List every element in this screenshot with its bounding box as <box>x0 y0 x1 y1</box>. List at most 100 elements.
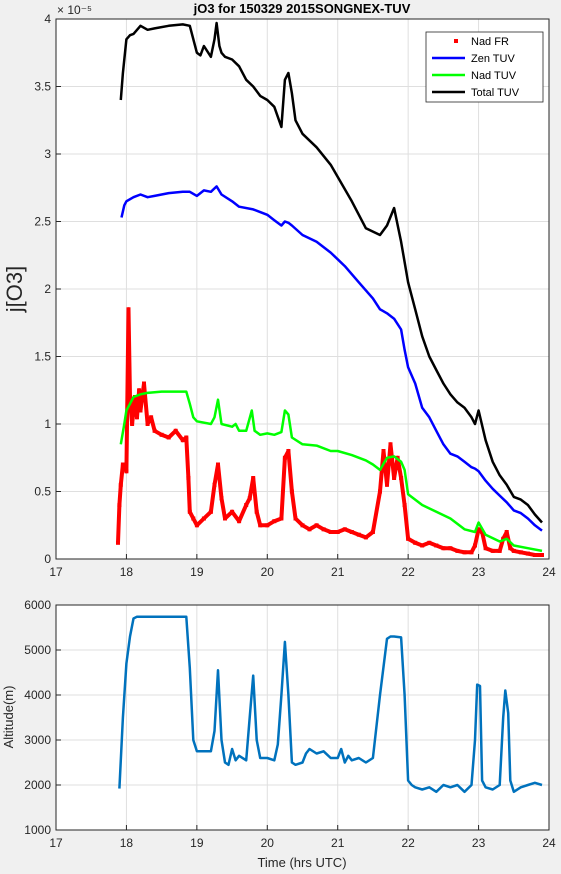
top-point-nad-fr-59 <box>385 482 389 487</box>
top-point-nad-fr-12 <box>138 408 143 413</box>
top-ytick-label-3: 3 <box>44 147 51 161</box>
top-point-nad-fr-80 <box>497 548 502 553</box>
top-point-nad-fr-43 <box>286 449 291 453</box>
top-point-nad-fr-63 <box>399 476 404 480</box>
top-point-nad-fr-7 <box>130 422 135 426</box>
top-point-nad-fr-17 <box>159 432 164 437</box>
top-point-nad-fr-34 <box>244 503 249 507</box>
top-point-nad-fr-6 <box>128 395 132 399</box>
top-point-nad-fr-14 <box>145 422 150 426</box>
top-point-nad-fr-54 <box>356 532 361 537</box>
top-point-nad-fr-15 <box>149 415 154 420</box>
top-point-nad-fr-2 <box>118 482 123 487</box>
bottom-plot-frame <box>55 604 550 831</box>
top-point-nad-fr-51 <box>335 530 340 534</box>
top-point-nad-fr-65 <box>406 536 411 541</box>
legend-item-nad-tuv: Nad TUV <box>432 70 517 82</box>
bot-ytick-label-2000: 2000 <box>24 778 51 792</box>
bottom-y-axis-label: Altitude(m) <box>1 686 16 749</box>
top-point-nad-fr-69 <box>434 543 439 548</box>
top-point-nad-fr-36 <box>251 476 256 480</box>
top-point-nad-fr-28 <box>212 482 217 487</box>
top-point-nad-fr-77 <box>480 530 485 534</box>
bottom-plot-area <box>56 605 549 830</box>
top-point-nad-fr-4 <box>124 469 129 474</box>
bot-ytick-label-3000: 3000 <box>24 733 51 747</box>
legend-box <box>425 31 544 103</box>
top-point-nad-fr-49 <box>321 527 326 532</box>
bottom-x-ticks: 17 18 19 20 21 22 23 24 <box>49 825 556 850</box>
top-point-nad-fr-23 <box>187 509 192 514</box>
bot-xtick-label-24: 24 <box>542 836 556 850</box>
top-point-nad-fr-39 <box>265 523 270 528</box>
top-point-nad-fr-20 <box>180 438 185 443</box>
top-xtick-label-23: 23 <box>472 565 486 579</box>
bot-xtick-label-23: 23 <box>472 836 486 850</box>
top-y-ticks: 0 0.5 1 1.5 2 2.5 3 3.5 4 <box>34 12 61 566</box>
top-point-nad-fr-71 <box>448 546 453 551</box>
top-ytick-label-1: 1 <box>44 417 51 431</box>
top-point-nad-fr-86 <box>525 551 530 556</box>
bot-xtick-label-21: 21 <box>331 836 345 850</box>
top-ytick-label-3-5: 3.5 <box>34 80 51 94</box>
top-point-nad-fr-85 <box>518 550 523 555</box>
top-point-nad-fr-61 <box>392 476 397 480</box>
top-y-axis-label: j[O3] <box>2 266 27 313</box>
top-series-line-zen-tuv <box>120 185 543 532</box>
top-point-nad-fr-5 <box>126 307 131 312</box>
top-xtick-label-21: 21 <box>331 565 345 579</box>
top-point-nad-fr-81 <box>501 536 506 541</box>
top-point-nad-fr-41 <box>279 516 284 521</box>
bot-xtick-label-19: 19 <box>190 836 204 850</box>
top-point-nad-fr-24 <box>191 516 196 521</box>
top-ytick-label-4: 4 <box>44 12 51 26</box>
top-point-nad-fr-16 <box>152 428 157 433</box>
top-point-nad-fr-73 <box>462 550 467 555</box>
top-series-line-total-tuv <box>119 21 543 524</box>
top-point-nad-fr-66 <box>413 540 418 545</box>
top-point-nad-fr-30 <box>219 496 224 501</box>
top-point-nad-fr-55 <box>363 535 368 540</box>
bot-ytick-label-4000: 4000 <box>24 688 51 702</box>
bot-ytick-label-5000: 5000 <box>24 643 51 657</box>
top-xtick-label-17: 17 <box>49 565 63 579</box>
top-point-nad-fr-58 <box>381 449 386 453</box>
bot-xtick-label-17: 17 <box>49 836 63 850</box>
top-point-nad-fr-60 <box>388 442 393 447</box>
bot-ytick-label-1000: 1000 <box>24 823 51 837</box>
bot-xtick-label-18: 18 <box>120 836 134 850</box>
top-point-nad-fr-75 <box>473 543 477 548</box>
legend: Nad FR Zen TUV Nad TUV Total TUV <box>425 31 544 103</box>
top-ytick-label-2: 2 <box>44 282 51 296</box>
top-point-nad-fr-35 <box>247 496 252 501</box>
top-point-nad-fr-33 <box>237 519 242 524</box>
bot-xtick-label-20: 20 <box>261 836 275 850</box>
top-point-nad-fr-45 <box>293 516 298 521</box>
top-point-nad-fr-68 <box>427 540 432 545</box>
top-point-nad-fr-18 <box>166 435 171 440</box>
bottom-x-axis-label: Time (hrs UTC) <box>257 855 346 870</box>
top-ytick-label-0: 0 <box>44 552 51 566</box>
top-x-ticks: 17 18 19 20 21 22 23 24 <box>49 554 556 579</box>
legend-item-zen-tuv: Zen TUV <box>432 53 515 65</box>
bot-xtick-label-22: 22 <box>401 836 415 850</box>
top-point-nad-fr-42 <box>282 455 287 460</box>
legend-label-nad-fr: Nad FR <box>471 36 509 48</box>
top-point-nad-fr-38 <box>258 523 263 528</box>
top-point-nad-fr-50 <box>328 530 333 534</box>
top-point-nad-fr-76 <box>476 527 481 532</box>
top-point-nad-fr-74 <box>469 550 474 555</box>
top-point-nad-fr-27 <box>208 509 213 514</box>
legend-item-nad-fr: Nad FR <box>454 36 509 48</box>
top-xtick-label-18: 18 <box>120 565 134 579</box>
top-xtick-label-20: 20 <box>261 565 275 579</box>
top-point-nad-fr-48 <box>314 523 319 528</box>
top-point-nad-fr-87 <box>532 553 537 557</box>
top-chart-title: jO3 for 150329 2015SONGNEX-TUV <box>193 1 411 16</box>
top-point-nad-fr-1 <box>117 503 122 507</box>
bottom-y-ticks: 1000 2000 3000 4000 5000 6000 <box>24 598 61 837</box>
legend-label-zen-tuv: Zen TUV <box>471 53 515 65</box>
top-point-nad-fr-11 <box>137 388 142 393</box>
top-point-nad-fr-44 <box>289 489 294 494</box>
top-series-nad-fr <box>116 307 544 557</box>
